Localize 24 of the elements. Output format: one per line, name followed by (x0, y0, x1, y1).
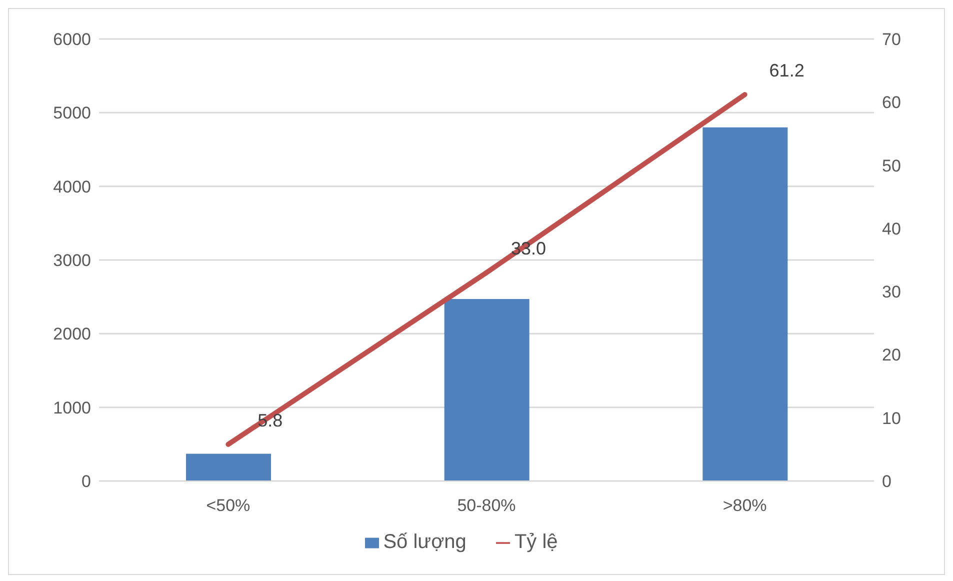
bar (702, 127, 788, 481)
y-tick-label: 3000 (53, 251, 91, 270)
y-tick-label: 6000 (53, 30, 91, 50)
y-tick-label: 4000 (53, 177, 91, 196)
x-tick-label: >80% (722, 496, 767, 516)
y2-tick-label: 50 (882, 156, 901, 176)
legend-label: Tỷ lệ (514, 531, 558, 553)
y2-tick-label: 60 (882, 93, 901, 112)
bar (444, 299, 530, 481)
y2-tick-label: 40 (882, 219, 901, 238)
x-tick-label: <50% (206, 496, 250, 516)
data-label: 61.2 (769, 60, 804, 81)
y2-tick-label: 70 (882, 30, 901, 50)
y2-tick-label: 20 (882, 346, 901, 365)
y-tick-label: 2000 (53, 324, 91, 344)
bar (186, 454, 271, 481)
y-tick-label: 0 (82, 472, 91, 492)
y2-tick-label: 10 (882, 408, 901, 428)
y2-tick-label: 0 (882, 472, 892, 492)
y-tick-label: 5000 (53, 104, 91, 123)
y-tick-label: 1000 (53, 398, 91, 418)
legend-label: Số lượng (383, 531, 466, 553)
x-tick-label: 50-80% (457, 496, 516, 516)
y2-tick-label: 30 (882, 282, 901, 302)
